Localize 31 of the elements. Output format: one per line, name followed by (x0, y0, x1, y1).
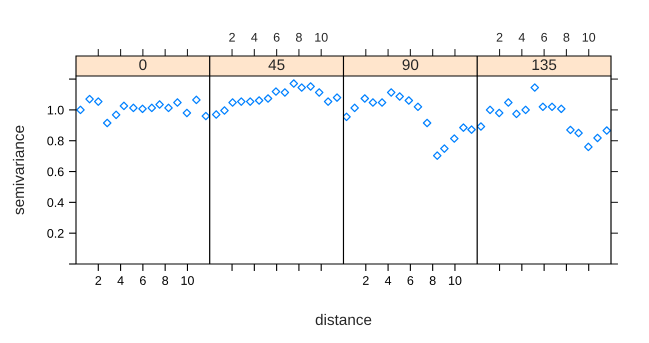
x-tick-label: 2 (95, 276, 102, 285)
y-tick-label: 0.2 (47, 228, 64, 238)
chart-title: 90 (402, 59, 418, 70)
y-tick-label: 0.4 (47, 198, 64, 208)
y-tick-label: 1.0 (48, 106, 64, 115)
x-tick-label: 8 (430, 276, 436, 285)
x-tick-label: 8 (296, 32, 302, 42)
x-tick-label: 10 (582, 32, 596, 42)
x-tick-label: 6 (541, 32, 548, 42)
x-tick-label: 2 (496, 32, 502, 42)
x-tick-label: 6 (408, 276, 414, 285)
y-axis-title: semivariance (12, 126, 24, 215)
chart-title: 135 (532, 59, 556, 70)
x-tick-label: 2 (229, 32, 235, 42)
x-tick-label: 10 (315, 32, 328, 42)
x-tick-label: 6 (274, 32, 280, 42)
x-tick-label: 2 (362, 276, 369, 285)
x-tick-label: 8 (563, 32, 570, 42)
x-tick-label: 4 (117, 276, 124, 285)
x-tick-label: 10 (181, 276, 194, 285)
x-tick-label: 10 (448, 276, 462, 285)
y-tick-label: 0.6 (47, 167, 64, 176)
x-tick-label: 4 (518, 33, 525, 42)
y-tick-label: 0.8 (47, 136, 64, 146)
x-tick-label: 8 (162, 276, 168, 285)
x-axis-title: distance (316, 314, 372, 326)
chart-title: 0 (139, 59, 147, 70)
x-tick-label: 4 (251, 33, 258, 42)
x-tick-label: 4 (384, 276, 392, 285)
x-tick-label: 6 (140, 276, 146, 285)
chart-title: 45 (268, 59, 284, 70)
